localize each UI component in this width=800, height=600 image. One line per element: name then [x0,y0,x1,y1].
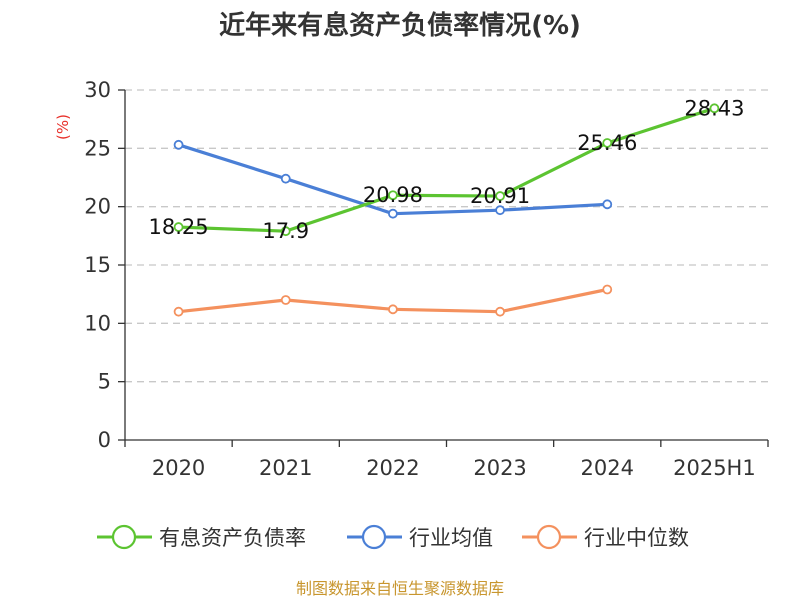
data-point [602,138,613,148]
legend[interactable]: 有息资产负债率 行业均值 行业中位数 [97,524,689,550]
data-point [388,190,398,201]
chart-title: 近年来有息资产负债率情况(%) [219,10,581,41]
series-0 [173,103,720,237]
y-tick-label: 5 [98,370,111,394]
y-tick-label: 0 [98,428,111,452]
x-tick-label: 2022 [366,456,419,480]
data-point [495,306,505,317]
series-1 [173,139,613,219]
x-tick-label: 2024 [581,456,634,480]
data-labels: 18.25 17.9 20.98 20.91 25.46 28.43 [149,96,745,243]
legend-item-1[interactable]: 行业均值 [347,524,493,550]
data-label: 17.9 [262,219,309,243]
series-group [173,103,720,317]
data-point [173,306,184,317]
data-point [602,284,613,295]
data-point [495,205,505,216]
legend-label: 行业均值 [409,526,493,550]
legend-marker [536,524,562,550]
x-tick-label: 2020 [152,456,205,480]
legend-label: 行业中位数 [584,526,689,550]
legend-item-0[interactable]: 有息资产负债率 [97,524,306,550]
data-point [495,191,505,201]
series-2 [173,284,613,317]
x-tick-label: 2023 [473,456,526,480]
y-tick-label: 20 [84,195,111,219]
y-tick-label: 25 [84,136,111,160]
x-ticks: 2020 2021 2022 2023 2024 2025H1 [124,440,769,480]
y-tick-label: 30 [84,78,111,102]
x-tick-label: 2021 [259,456,312,480]
data-point [173,222,184,232]
data-point [388,208,398,219]
x-tick-label: 2025H1 [673,456,756,480]
grid [125,89,768,383]
data-point [709,103,720,114]
data-label: 25.46 [577,131,637,155]
source-note: 制图数据来自恒生聚源数据库 [296,579,504,598]
y-tick-label: 15 [84,253,111,277]
data-point [280,173,291,184]
data-point [388,304,398,315]
data-point [173,139,184,150]
data-label: 18.25 [149,215,209,239]
legend-marker [111,524,137,550]
y-axis-label: (%) [54,114,72,140]
data-label: 20.91 [470,184,530,208]
data-point [280,226,291,237]
series-line [178,106,715,233]
data-point [602,199,613,210]
legend-label: 有息资产负债率 [159,526,306,550]
legend-marker [361,524,387,550]
data-label: 28.43 [684,96,744,120]
legend-item-2[interactable]: 行业中位数 [522,524,689,550]
data-label: 20.98 [363,183,423,207]
data-point [280,295,291,305]
y-tick-label: 10 [84,311,111,335]
y-ticks: 0 5 10 15 20 25 30 [84,78,125,452]
